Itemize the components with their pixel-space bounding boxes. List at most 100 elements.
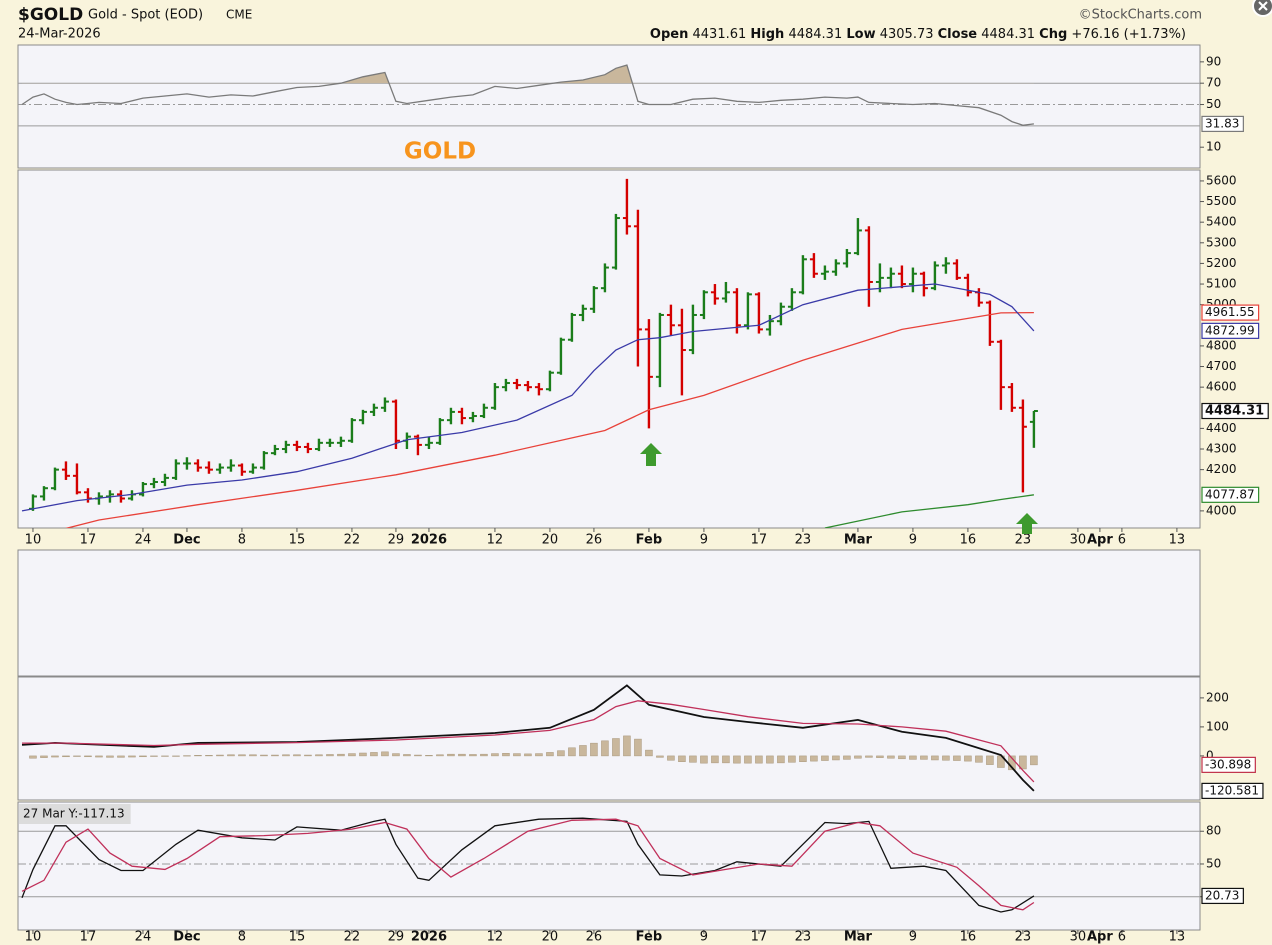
close-circle[interactable]	[1252, 0, 1272, 17]
histogram-bar	[469, 754, 477, 757]
up-arrow	[640, 443, 662, 466]
x-tick-label: 29	[388, 533, 405, 548]
histogram-bar	[964, 755, 972, 762]
value-label-box	[1201, 115, 1244, 133]
histogram-bar	[524, 753, 532, 757]
histogram-bar	[568, 747, 576, 757]
histogram-bar	[304, 754, 312, 757]
low-label: Low	[846, 27, 875, 42]
value-label: 4077.87	[1205, 487, 1255, 501]
histogram-bar	[337, 753, 345, 757]
histogram-bar	[238, 754, 246, 757]
histogram-bar	[865, 755, 873, 758]
histogram-bar	[832, 755, 840, 761]
histogram-bar	[95, 755, 103, 758]
close-button[interactable]	[1252, 0, 1272, 17]
quote-line: Open 4431.61 High 4484.31 Low 4305.73 Cl…	[650, 27, 1186, 42]
symbol: $GOLD	[18, 5, 83, 25]
histogram-bar	[381, 751, 389, 757]
histogram-bar	[271, 754, 279, 757]
value-label-box	[1201, 304, 1260, 321]
x-tick-label: 10	[25, 533, 42, 548]
histogram-bar	[1030, 755, 1038, 766]
histogram-bar	[953, 755, 961, 761]
histogram-bar	[392, 753, 400, 757]
histogram-bar	[634, 738, 642, 757]
panels: 10507090GOLD4000420043004400460047004800…	[17, 44, 1237, 945]
x-tick-label: 30	[1070, 930, 1087, 945]
x-tick-label: Feb	[636, 930, 662, 945]
y-tick-label: 4700	[1206, 359, 1237, 373]
line-series	[824, 494, 1034, 528]
x-tick-label: Apr	[1087, 930, 1113, 945]
y-tick-label: 50	[1206, 97, 1221, 111]
change-label: Chg	[1039, 27, 1067, 42]
plot-area	[18, 64, 1200, 127]
x-tick-label: 15	[289, 930, 306, 945]
histogram-bar	[117, 755, 125, 758]
histogram-bar	[535, 753, 543, 757]
annotation: GOLD	[404, 139, 476, 165]
y-tick-label: 5600	[1206, 173, 1237, 187]
y-tick-label: 200	[1206, 690, 1229, 704]
high-label: High	[750, 27, 784, 42]
value-label-box	[1201, 756, 1256, 773]
line-series	[21, 684, 1035, 792]
histogram-bar	[667, 755, 675, 761]
x-tick-label: 22	[344, 930, 361, 945]
histogram-bar	[975, 755, 983, 763]
y-tick-label: 0	[1206, 748, 1214, 762]
x-tick-label: 9	[700, 533, 708, 548]
y-tick-label: 70	[1206, 76, 1221, 90]
histogram-bar	[700, 755, 708, 764]
plot-area	[21, 684, 1038, 792]
y-tick-label: 50	[1206, 856, 1221, 870]
histogram-bar	[458, 753, 466, 757]
histogram-bar	[29, 755, 37, 759]
histogram-bar	[139, 755, 147, 758]
close-label: Close	[938, 27, 978, 42]
histogram-bar	[579, 745, 587, 757]
open-value: 4431.61	[693, 27, 747, 42]
x-tick-label: 6	[1118, 533, 1126, 548]
value-label: 4961.55	[1205, 305, 1255, 319]
histogram-bar	[249, 754, 257, 757]
histogram-bar	[590, 742, 598, 757]
histogram-bar	[62, 755, 70, 758]
line-series	[21, 818, 1035, 911]
y-tick-label: 10	[1206, 140, 1221, 154]
histogram-bar	[172, 755, 180, 757]
x-tick-label: 13	[1169, 930, 1186, 945]
histogram-bar	[106, 755, 114, 758]
value-label-box	[1201, 782, 1264, 799]
histogram-bar	[128, 755, 136, 758]
x-tick-label: 17	[80, 533, 97, 548]
histogram-bar	[315, 754, 323, 757]
x-tick-label: Apr	[1087, 533, 1113, 548]
histogram-bar	[326, 754, 334, 757]
x-tick-label: 9	[909, 930, 917, 945]
x-tick-label: 22	[344, 533, 361, 548]
histogram-bar	[73, 755, 81, 757]
x-tick-label: Feb	[636, 533, 662, 548]
histogram-bar	[480, 753, 488, 757]
line-series	[21, 283, 1035, 512]
histogram-bar	[777, 755, 785, 764]
line-series	[65, 311, 1034, 528]
x-tick-label: 26	[586, 930, 603, 945]
x-tick-label: Dec	[173, 533, 200, 548]
x-tick-label: Mar	[844, 533, 873, 548]
x-tick-label: 2026	[411, 533, 447, 548]
histogram-bar	[645, 749, 653, 757]
value-label-box	[1201, 402, 1269, 420]
histogram-bar	[491, 753, 499, 757]
value-label: -30.898	[1205, 757, 1251, 771]
histogram-bar	[293, 754, 301, 757]
histogram-bar	[722, 755, 730, 764]
y-tick-label: 4800	[1206, 338, 1237, 352]
histogram-bar	[744, 755, 752, 764]
histogram-bar	[931, 755, 939, 761]
x-tick-label: 12	[487, 533, 504, 548]
line-series	[21, 817, 1035, 913]
x-tick-label: 23	[1015, 533, 1032, 548]
